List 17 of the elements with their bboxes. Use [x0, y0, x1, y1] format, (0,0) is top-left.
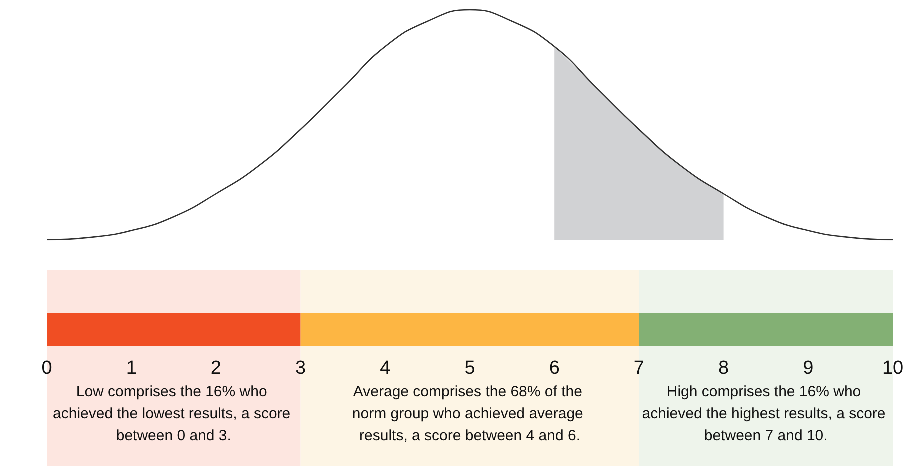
bar — [300, 313, 640, 346]
x-tick-label: 4 — [380, 358, 392, 379]
band-label: High comprises the 16% who achieved the highest results, a score between 7 and 10. — [642, 384, 890, 444]
x-tick-label: 1 — [126, 358, 137, 379]
x-tick-label: 5 — [464, 358, 476, 379]
bar — [47, 313, 301, 346]
x-tick-label: 7 — [634, 358, 644, 379]
x-tick-label: 3 — [296, 358, 306, 379]
band-label: Low comprises the 16% who achieved the lowest results, a score between 0 and 3. — [53, 384, 295, 444]
x-tick-label: 0 — [42, 358, 52, 379]
x-tick-label: 10 — [882, 358, 904, 379]
bar — [639, 313, 893, 346]
x-tick-label: 6 — [549, 358, 560, 379]
x-tick-label: 2 — [210, 358, 222, 379]
x-tick-label: 9 — [803, 358, 814, 379]
x-tick-label: 8 — [718, 358, 730, 379]
band-label: Average comprises the 68% of the norm group who achieved average results, a score between 4 and 6. — [352, 384, 588, 444]
